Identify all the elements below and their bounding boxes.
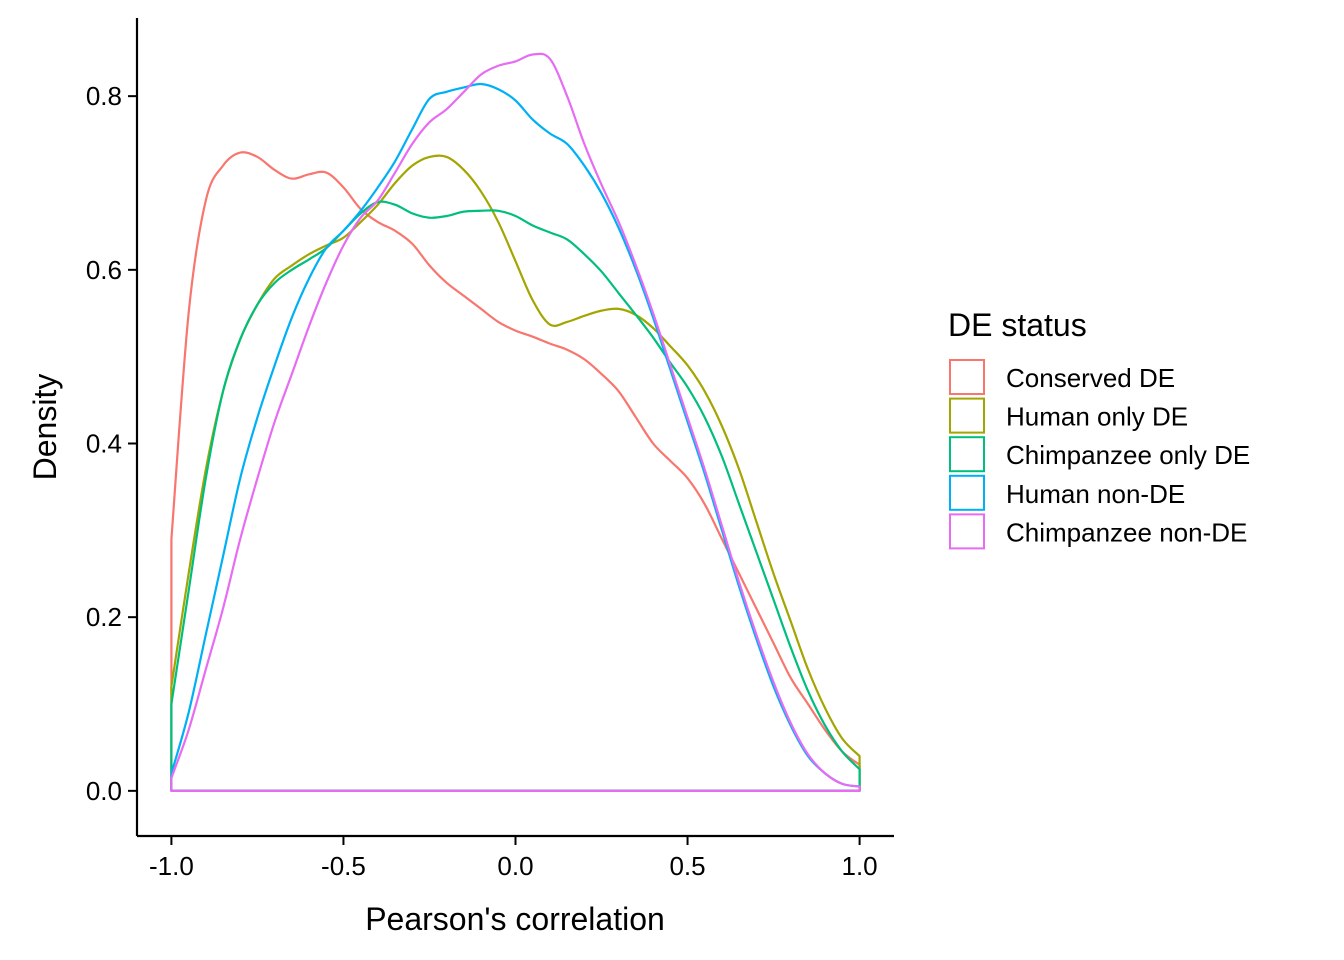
legend-label: Chimpanzee only DE (1006, 440, 1250, 470)
x-tick-label: 0.0 (497, 851, 533, 881)
legend-label: Conserved DE (1006, 363, 1175, 393)
legend-title: DE status (948, 307, 1087, 343)
y-tick-label: 0.4 (86, 428, 122, 458)
density-curve-chimpanzee-non-de (170, 52, 861, 792)
x-tick-label: 0.5 (669, 851, 705, 881)
legend-key (949, 397, 985, 434)
legend-key (949, 474, 985, 511)
legend-items: Conserved DE Human only DE Chimpanzee only… (949, 359, 1250, 550)
legend-key (949, 436, 985, 473)
legend: DE status Conserved DE Human only DE Chimp… (948, 307, 1250, 550)
series-layer (170, 52, 861, 792)
x-tick-label: -1.0 (149, 851, 194, 881)
y-axis-ticks: 0.0 0.2 0.4 0.6 0.8 (86, 81, 137, 806)
legend-key (949, 513, 985, 550)
legend-label: Human non-DE (1006, 479, 1185, 509)
legend-label: Human only DE (1006, 402, 1188, 432)
y-tick-label: 0.6 (86, 255, 122, 285)
density-curve-human-only-de (170, 154, 861, 792)
density-curve-chimpanzee-only-de (170, 200, 861, 792)
x-tick-label: -0.5 (321, 851, 366, 881)
legend-label: Chimpanzee non-DE (1006, 517, 1247, 547)
density-curve-conserved-de (170, 151, 861, 792)
density-curve-human-non-de (170, 82, 861, 792)
legend-key (949, 359, 985, 395)
y-axis-title: Density (27, 374, 63, 481)
x-axis-ticks: -1.0 -0.5 0.0 0.5 1.0 (149, 836, 878, 881)
y-tick-label: 0.0 (86, 776, 122, 806)
x-axis-title: Pearson's correlation (365, 901, 665, 937)
y-tick-label: 0.8 (86, 81, 122, 111)
x-tick-label: 1.0 (842, 851, 878, 881)
y-tick-label: 0.2 (86, 602, 122, 632)
